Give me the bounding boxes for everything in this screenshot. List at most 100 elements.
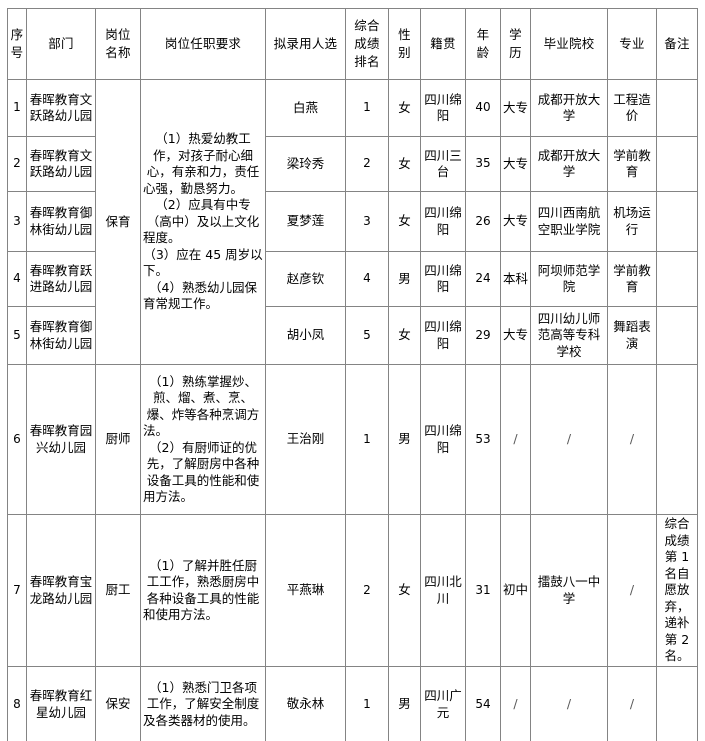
cell-score-rank: 4: [345, 251, 389, 307]
cell-score-rank: 1: [345, 666, 389, 741]
cell-native-place: 四川绵阳: [420, 79, 466, 137]
column-header-line: 序: [10, 26, 24, 42]
column-header-line: 年: [476, 26, 490, 42]
cell-education: /: [500, 666, 531, 741]
requirement-paragraph: （3）应在 45 周岁以下。: [143, 246, 263, 279]
cell-education: 大专: [500, 191, 531, 252]
cell-gender: 男: [388, 364, 421, 515]
cell-native-place: 四川绵阳: [420, 306, 466, 365]
column-header-native: 籍贯: [420, 8, 466, 80]
cell-department: 春晖教育园兴幼儿园: [26, 364, 96, 515]
cell-major: 机场运行: [607, 191, 657, 252]
cell-education: 大专: [500, 79, 531, 137]
cell-post-name: 保安: [95, 666, 141, 741]
cell-age: 54: [465, 666, 501, 741]
column-header-line: 名称: [105, 45, 131, 60]
cell-requirements: （1）熟练掌握炒、煎、熘、煮、烹、爆、炸等各种烹调方法。 （2）有厨师证的优先，了…: [140, 364, 266, 515]
cell-school: 擂鼓八一中学: [530, 514, 608, 667]
cell-education: 初中: [500, 514, 531, 667]
column-header-line: 拟录用人选: [273, 35, 338, 51]
table-row: 6 春晖教育园兴幼儿园 厨师 （1）熟练掌握炒、煎、熘、煮、烹、爆、炸等各种烹调方法。…: [7, 364, 698, 515]
cell-education: 大专: [500, 136, 531, 192]
cell-candidate-name: 夏梦莲: [265, 191, 346, 252]
cell-native-place: 四川北川: [420, 514, 466, 667]
cell-candidate-name: 胡小凤: [265, 306, 346, 365]
cell-gender: 女: [388, 306, 421, 365]
cell-note: 综合成绩第 1 名自愿放弃，递补第 2 名。: [656, 514, 698, 667]
requirement-paragraph: （4）熟悉幼儿园保育常规工作。: [143, 279, 257, 312]
cell-major: 舞蹈表演: [607, 306, 657, 365]
column-header-line: 龄: [476, 45, 490, 60]
cell-school: /: [530, 364, 608, 515]
cell-age: 35: [465, 136, 501, 192]
cell-index: 2: [7, 136, 27, 192]
cell-candidate-name: 平燕琳: [265, 514, 346, 667]
cell-age: 24: [465, 251, 501, 307]
column-header-dept: 部门: [26, 8, 96, 80]
cell-index: 6: [7, 364, 27, 515]
cell-candidate-name: 白燕: [265, 79, 346, 137]
cell-note: [656, 364, 698, 515]
cell-note: [656, 79, 698, 137]
requirement-paragraph: （2）应具有中专（高中）及以上文化程度。: [143, 197, 260, 246]
cell-department: 春晖教育文跃路幼儿园: [26, 79, 96, 137]
cell-requirements: （1）熟悉门卫各项工作，了解安全制度及各类器材的使用。: [140, 666, 266, 741]
column-header-line: 成绩: [354, 35, 380, 51]
cell-age: 53: [465, 364, 501, 515]
requirement-paragraph: （1）热爱幼教工作，对孩子耐心细心，有亲和力，责任心强，勤恳努力。: [143, 131, 260, 196]
cell-age: 31: [465, 514, 501, 667]
column-header-req: 岗位任职要求: [140, 8, 266, 80]
table-row: 1 春晖教育文跃路幼儿园 保育 （1）热爱幼教工作，对孩子耐心细心，有亲和力，责任心强…: [7, 79, 698, 365]
cell-gender: 女: [388, 79, 421, 137]
column-header-major: 专业: [607, 8, 657, 80]
cell-candidate-name: 梁玲秀: [265, 136, 346, 192]
column-header-sex: 性别: [388, 8, 421, 80]
cell-index: 8: [7, 666, 27, 741]
column-header-line: 籍贯: [430, 35, 456, 51]
cell-gender: 男: [388, 251, 421, 307]
recruitment-table: 序号部门 岗位 名称 岗位任职要求 拟录用人选 综合 成绩 排名性别籍贯年龄学历毕业院校 专业备…: [7, 8, 698, 741]
cell-gender: 男: [388, 666, 421, 741]
cell-post-name: 厨工: [95, 514, 141, 667]
cell-school: /: [530, 666, 608, 741]
table-row: 3 春晖教育御林街幼儿园 夏梦莲 3 女四川绵阳 26 大专 四川西南航空职业学院 机场运行: [7, 191, 698, 252]
cell-score-rank: 2: [345, 514, 389, 667]
column-header-school: 毕业院校: [530, 8, 608, 80]
cell-major: 学前教育: [607, 251, 657, 307]
cell-gender: 女: [388, 514, 421, 667]
cell-requirements: （1）了解并胜任厨工工作，熟悉厨房中各种设备工具的性能和使用方法。: [140, 514, 266, 667]
cell-school: 阿坝师范学院: [530, 251, 608, 307]
column-header-line: 岗位: [105, 26, 131, 42]
cell-index: 3: [7, 191, 27, 252]
cell-score-rank: 1: [345, 364, 389, 515]
table-header: 序号部门 岗位 名称 岗位任职要求 拟录用人选 综合 成绩 排名性别籍贯年龄学历毕业院校 专业备…: [7, 8, 698, 80]
cell-department: 春晖教育文跃路幼儿园: [26, 136, 96, 192]
cell-score-rank: 3: [345, 191, 389, 252]
table-body: 1 春晖教育文跃路幼儿园 保育 （1）热爱幼教工作，对孩子耐心细心，有亲和力，责任心强…: [7, 79, 698, 741]
cell-note: [656, 136, 698, 192]
cell-note: [656, 191, 698, 252]
table-row: 8 春晖教育红星幼儿园 保安 （1）熟悉门卫各项工作，了解安全制度及各类器材的使用。敬…: [7, 666, 698, 741]
column-header-post: 岗位 名称: [95, 8, 141, 80]
cell-native-place: 四川广元: [420, 666, 466, 741]
cell-score-rank: 5: [345, 306, 389, 365]
cell-school: 四川西南航空职业学院: [530, 191, 608, 252]
column-header-line: 岗位任职要求: [164, 35, 242, 51]
column-header-line: 综合: [354, 17, 380, 33]
cell-post-name: 保育: [95, 79, 141, 365]
cell-gender: 女: [388, 191, 421, 252]
table-row: 2 春晖教育文跃路幼儿园 梁玲秀 2 女四川三台 35 大专 成都开放大学 学前教育: [7, 136, 698, 192]
cell-candidate-name: 赵彦钦: [265, 251, 346, 307]
cell-major: 工程造价: [607, 79, 657, 137]
cell-note: [656, 666, 698, 741]
cell-education: 本科: [500, 251, 531, 307]
cell-school: 四川幼儿师范高等专科学校: [530, 306, 608, 365]
cell-native-place: 四川绵阳: [420, 364, 466, 515]
column-header-edu: 学历: [500, 8, 531, 80]
cell-major: /: [607, 514, 657, 667]
column-header-line: 部门: [48, 35, 74, 51]
requirement-paragraph: （2）有厨师证的优先，了解厨房中各种设备工具的性能和使用方法。: [143, 439, 260, 505]
column-header-line: 排名: [354, 54, 380, 70]
cell-department: 春晖教育跃进路幼儿园: [26, 251, 96, 307]
cell-gender: 女: [388, 136, 421, 192]
